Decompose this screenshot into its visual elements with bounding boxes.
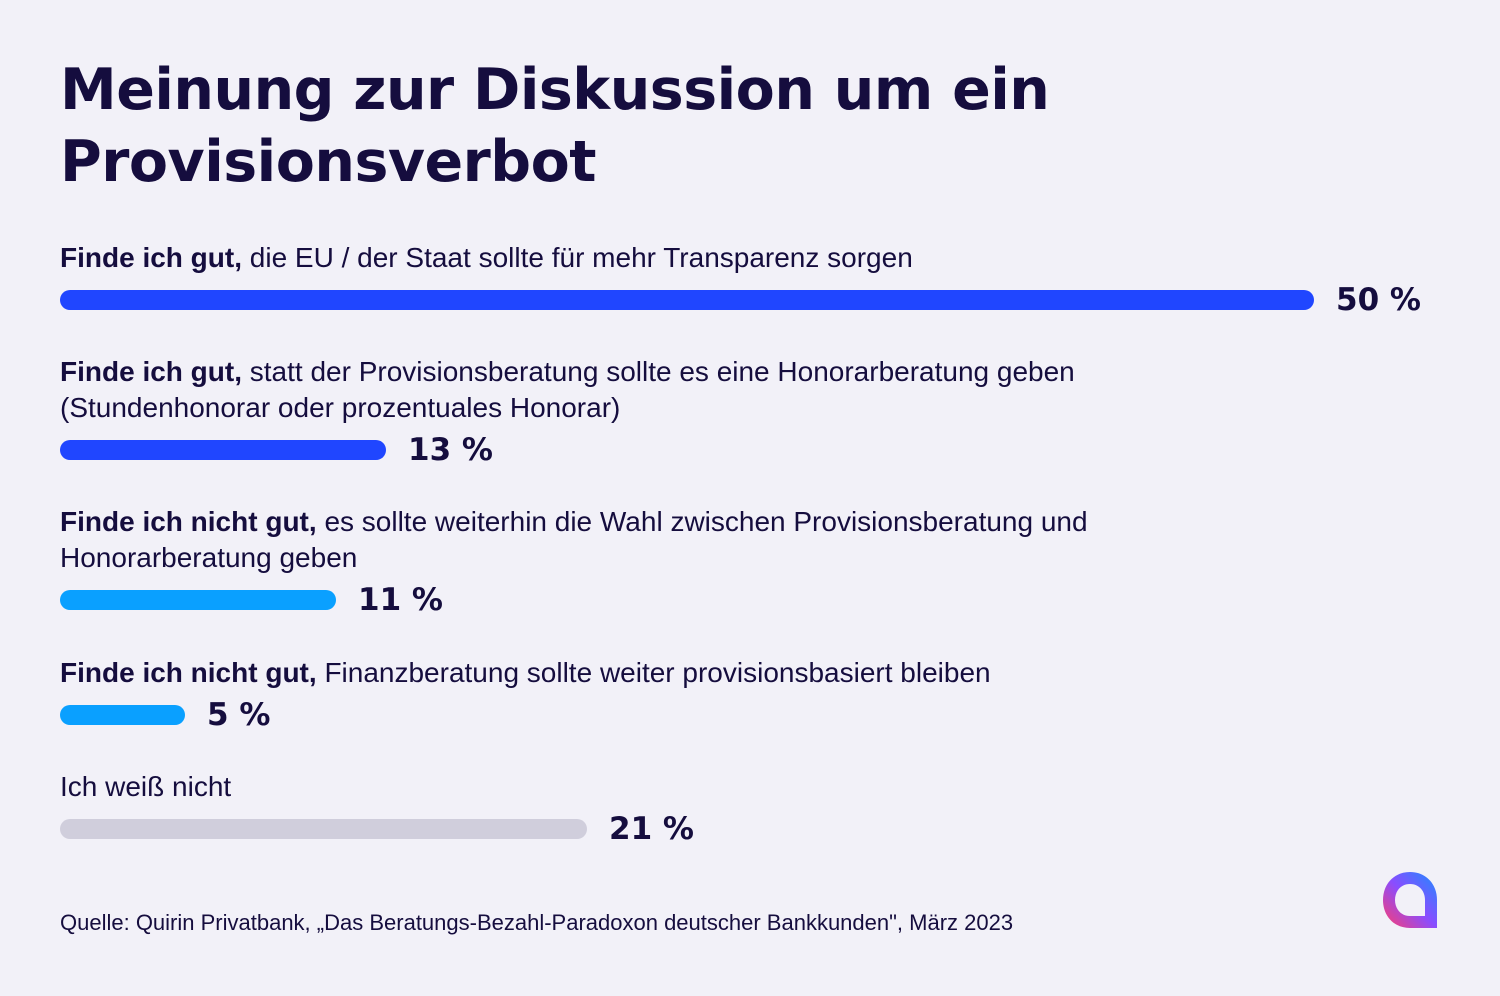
bar [60,440,386,460]
bar-row: 13 % [60,430,1480,470]
bar-row: 50 % [60,280,1480,320]
category-label: Finde ich gut, statt der Provisionsberat… [60,354,1170,426]
category-label: Finde ich nicht gut, es sollte weiterhin… [60,504,1170,576]
chart-title: Meinung zur Diskussion um ein Provisions… [60,57,1050,195]
chart-item: Finde ich gut, statt der Provisionsberat… [60,354,1480,470]
category-label: Finde ich gut, die EU / der Staat sollte… [60,240,1170,276]
data-label: 5 % [207,697,271,733]
category-label-text: Ich weiß nicht [60,771,232,802]
bar [60,819,587,839]
data-label: 50 % [1336,282,1421,318]
category-label-lead: Finde ich gut, [60,242,242,273]
chart-item: Ich weiß nicht 21 % [60,769,1480,849]
category-label-text: Finanzberatung sollte weiter provisionsb… [324,657,991,688]
category-label-lead: Finde ich gut, [60,356,242,387]
data-label: 11 % [358,582,443,618]
bar-row: 21 % [60,809,1480,849]
category-label-text: statt der Provisionsberatung sollte es e… [60,356,1075,423]
quirin-logo-icon [1383,872,1437,928]
category-label: Ich weiß nicht [60,769,1170,805]
source-note: Quelle: Quirin Privatbank, „Das Beratung… [60,910,1014,935]
category-label-text: die EU / der Staat sollte für mehr Trans… [249,242,913,273]
category-label-text: es sollte weiterhin die Wahl zwischen Pr… [60,506,1088,573]
data-label: 13 % [408,432,493,468]
category-label: Finde ich nicht gut, Finanzberatung soll… [60,655,1170,691]
chart-item: Finde ich gut, die EU / der Staat sollte… [60,240,1480,320]
chart-item: Finde ich nicht gut, Finanzberatung soll… [60,655,1480,735]
category-label-lead: Finde ich nicht gut, [60,506,317,537]
bar [60,590,336,610]
bar-row: 11 % [60,580,1480,620]
bar [60,290,1314,310]
chart-item: Finde ich nicht gut, es sollte weiterhin… [60,504,1480,620]
bar [60,705,185,725]
data-label: 21 % [609,811,694,847]
bar-row: 5 % [60,695,1480,735]
category-label-lead: Finde ich nicht gut, [60,657,317,688]
